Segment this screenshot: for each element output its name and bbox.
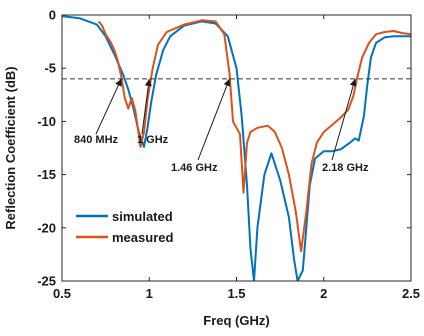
annotation-arrow — [95, 78, 122, 135]
legend-label-simulated: simulated — [112, 209, 173, 224]
annotation-arrow — [331, 78, 356, 161]
y-tick-label: -5 — [44, 61, 56, 76]
y-tick-label: 0 — [49, 8, 56, 23]
y-tick-label: -25 — [37, 274, 56, 289]
x-tick-label: 2.5 — [402, 286, 420, 301]
annotation-arrow — [197, 78, 230, 161]
x-tick-label: 2 — [320, 286, 327, 301]
x-tick-label: 0.5 — [53, 286, 71, 301]
annotation-arrowhead — [223, 78, 231, 87]
annotation-label: 2.18 GHz — [322, 162, 369, 174]
plot-frame — [61, 14, 412, 282]
legend-label-measured: measured — [112, 230, 173, 245]
y-tick-label: -20 — [37, 220, 56, 235]
x-tick-label: 1 — [146, 286, 153, 301]
annotation-label: 840 MHz — [74, 134, 119, 146]
legend: simulated measured — [76, 209, 173, 245]
x-tick-label: 1.5 — [227, 286, 245, 301]
x-axis-title: Freq (GHz) — [203, 313, 269, 328]
series-line-measured — [97, 19, 411, 253]
annotation-arrow — [141, 78, 150, 135]
y-axis-title: Reflection Coefficient (dB) — [3, 66, 18, 229]
annotation-label: 1.46 GHz — [171, 162, 218, 174]
annotation-arrowhead — [349, 78, 357, 87]
annotation-arrowhead — [115, 78, 122, 87]
y-tick-label: -15 — [37, 167, 56, 182]
y-tick-label: -10 — [37, 114, 56, 129]
annotation-arrowhead — [144, 78, 152, 87]
annotation-label: 1 GHz — [137, 134, 169, 146]
